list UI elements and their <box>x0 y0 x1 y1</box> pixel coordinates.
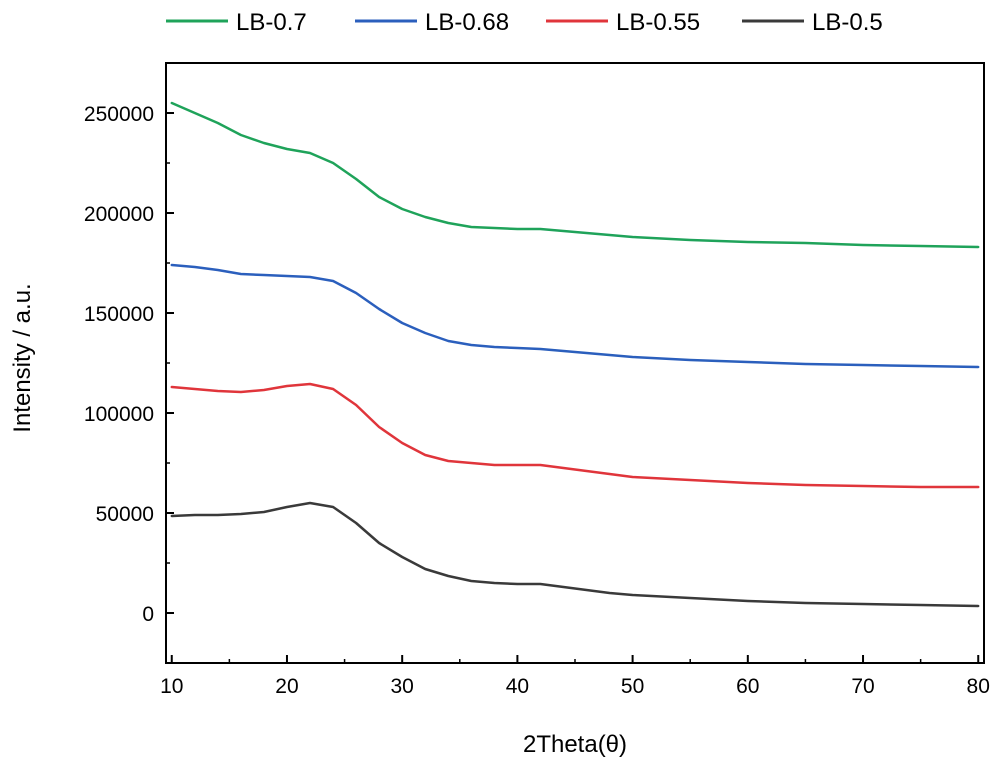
plot-frame <box>165 62 985 664</box>
y-tick-label: 50000 <box>96 503 154 526</box>
legend-label: LB-0.55 <box>616 9 700 36</box>
y-tick-label: 250000 <box>84 103 154 126</box>
x-tick-label: 10 <box>160 675 183 698</box>
x-tick-label: 20 <box>275 675 298 698</box>
series-layer <box>170 101 980 608</box>
x-tick-label: 60 <box>736 675 759 698</box>
x-tick-label: 80 <box>967 675 990 698</box>
x-tick-label: 70 <box>851 675 874 698</box>
x-axis-title: 2Theta(θ) <box>523 731 627 758</box>
legend-label: LB-0.68 <box>425 9 509 36</box>
y-tick-label: 150000 <box>84 303 154 326</box>
legend: LB-0.7 LB-0.68 LB-0.55 LB-0.5 <box>166 9 883 36</box>
series-line-lb-0-55 <box>170 382 980 489</box>
series-line-lb-0-68 <box>170 263 980 369</box>
y-tick-label: 200000 <box>84 203 154 226</box>
legend-label: LB-0.5 <box>812 9 883 36</box>
series-line-lb-0-7 <box>170 101 980 249</box>
x-axis: 10 20 30 40 50 60 70 80 <box>160 655 990 698</box>
y-tick-label: 0 <box>142 603 154 626</box>
series-line-lb-0-5 <box>170 501 980 608</box>
x-tick-label: 40 <box>506 675 529 698</box>
y-axis-title: Intensity / a.u. <box>9 283 36 432</box>
legend-label: LB-0.7 <box>236 9 307 36</box>
y-axis: 0 50000 100000 150000 200000 250000 <box>84 62 174 664</box>
x-tick-label: 30 <box>391 675 414 698</box>
y-tick-label: 100000 <box>84 403 154 426</box>
x-tick-label: 50 <box>621 675 644 698</box>
